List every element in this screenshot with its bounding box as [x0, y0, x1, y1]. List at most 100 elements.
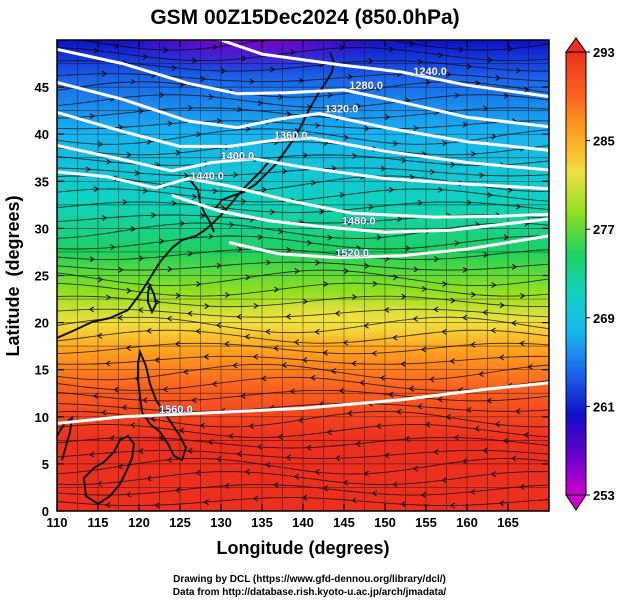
streamline-arrow: [364, 125, 370, 132]
streamline-arrow: [502, 437, 509, 444]
streamline-arrow: [187, 447, 193, 454]
streamline-arrow: [265, 328, 271, 335]
coastline-korea: [189, 179, 215, 233]
streamline-arrow: [351, 497, 357, 504]
streamline-arrow: [519, 483, 525, 490]
x-tick-label: 150: [374, 515, 396, 530]
streamline-arrow: [314, 469, 320, 475]
streamline-arrow: [166, 456, 172, 463]
coastline-indochina: [57, 415, 74, 461]
coastline-taiwan: [147, 283, 158, 315]
streamline-arrow: [494, 421, 500, 428]
y-tick-label: 20: [35, 316, 49, 331]
streamline-arrow: [294, 268, 300, 274]
streamline-arrow: [356, 103, 362, 110]
streamline-arrow: [412, 465, 418, 472]
streamline-arrow: [85, 166, 91, 173]
contour-label: 1480.0: [342, 216, 376, 228]
coastline-philippines: [137, 348, 188, 462]
streamline-arrow: [256, 443, 263, 450]
x-tick-label: 155: [415, 515, 437, 530]
y-tick-label: 5: [42, 457, 49, 472]
streamline-arrow: [388, 46, 395, 53]
streamline-arrow: [233, 171, 239, 178]
streamline-arrow: [327, 234, 333, 241]
streamline-arrow: [470, 151, 477, 157]
contour-label: 1360.0: [274, 130, 308, 142]
streamline-arrow: [396, 408, 402, 415]
streamline-arrow: [302, 152, 309, 159]
streamline-arrow: [490, 327, 496, 334]
height-contour: [57, 80, 549, 152]
streamline-arrow: [438, 52, 444, 59]
streamline-arrow: [412, 315, 418, 322]
height-contour: [57, 144, 549, 191]
streamline-arrow: [475, 80, 481, 86]
streamline-arrow: [142, 187, 149, 194]
colorbar: 253 261 269 277 285 293: [565, 37, 615, 511]
contour-label: 1520.0: [335, 248, 369, 260]
height-contour: [228, 234, 549, 260]
streamline-arrow: [515, 408, 521, 415]
streamline-arrow: [163, 47, 169, 53]
streamline-arrow: [478, 371, 484, 378]
streamline-arrow: [220, 205, 227, 212]
streamline-arrow: [466, 199, 473, 206]
streamline-arrow: [392, 334, 398, 341]
drawing-credit: Drawing by DCL (https://www.gfd-dennou.o…: [173, 574, 446, 585]
streamline-arrow: [511, 320, 517, 327]
streamline-arrow: [125, 491, 131, 498]
y-tick-label: 45: [35, 80, 49, 95]
streamline-arrow: [154, 502, 160, 509]
streamline-arrow: [498, 354, 505, 361]
streamline-arrow: [166, 315, 172, 322]
streamline-arrow: [384, 114, 391, 121]
streamline-arrow: [130, 226, 136, 232]
streamline-arrow: [224, 292, 231, 298]
plot-area: 1240.0 1280.0 1320.0 1360.0 1400.0 1440.0 1480…: [57, 40, 549, 511]
streamline-arrow: [249, 78, 255, 85]
streamline-arrow: [327, 92, 333, 99]
streamline-arrow: [126, 151, 132, 158]
height-contours: 1240.0 1280.0 1320.0 1360.0 1400.0 1440.0 1480…: [57, 40, 549, 425]
streamline-arrow: [236, 313, 242, 320]
streamline-arrow: [368, 204, 374, 210]
x-axis-label: Longitude (degrees): [216, 538, 389, 558]
streamline-arrow: [89, 113, 95, 120]
streamline-arrow: [479, 172, 485, 179]
streamline-arrow: [454, 92, 460, 99]
streamline-arrow: [420, 492, 427, 498]
streamline-arrow: [314, 328, 320, 335]
streamline-arrow: [400, 361, 406, 367]
colorbar-body: [565, 51, 587, 496]
streamline-arrow: [347, 410, 353, 417]
streamline-arrow: [147, 282, 153, 289]
y-tick-label: 15: [35, 363, 49, 378]
streamline-arrow: [118, 124, 124, 131]
streamline-arrow: [191, 397, 197, 404]
streamline-arrow: [400, 501, 406, 508]
streamline-arrow: [523, 432, 529, 438]
streamline-arrow: [105, 360, 111, 367]
streamline-arrow: [203, 353, 209, 360]
streamline-arrow: [356, 245, 362, 252]
colorbar-label: 285: [593, 134, 615, 149]
streamline-arrow: [105, 501, 111, 508]
y-axis-label: Latitude (degrees): [3, 195, 23, 356]
colorbar-label: 293: [593, 45, 615, 60]
streamline-arrow: [409, 40, 415, 47]
height-contour: [57, 47, 549, 129]
streamline-arrow: [252, 353, 259, 360]
streamline-arrow: [302, 298, 309, 305]
streamline-arrow: [450, 161, 456, 168]
streamline-arrow: [203, 499, 209, 506]
streamline-arrow: [211, 381, 218, 387]
streamline-arrow: [507, 187, 514, 193]
y-tick-label: 0: [42, 504, 49, 519]
axis-ticks: 110 115 120 125 130 135 140 145 150 155 160 165 0 5 10…: [35, 40, 549, 530]
streamline-arrow: [282, 168, 288, 175]
contour-label: 1240.0: [413, 66, 447, 78]
streamline-arrow: [306, 444, 312, 451]
streamline-arrow: [97, 276, 104, 283]
streamline-arrow: [274, 286, 280, 293]
